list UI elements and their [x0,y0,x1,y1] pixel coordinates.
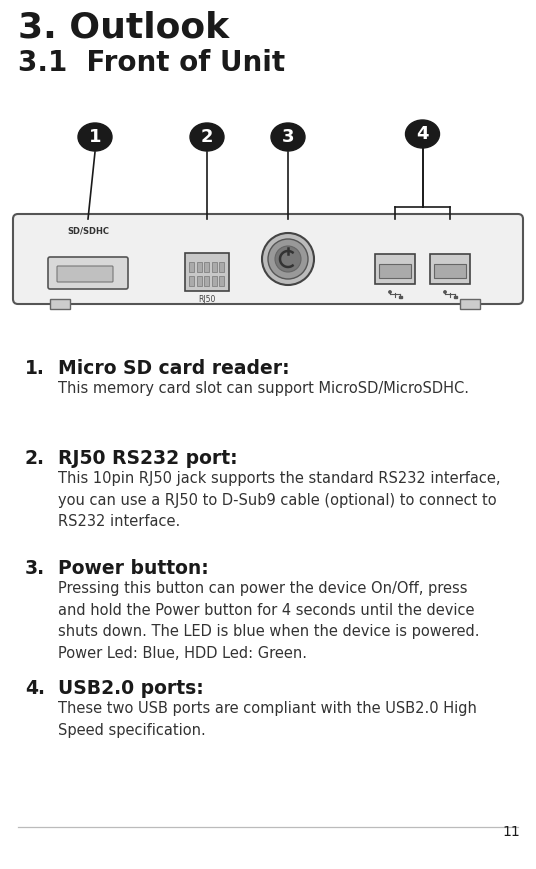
Circle shape [268,239,308,279]
Bar [189,276,194,286]
Text: 1.: 1. [25,359,45,378]
Text: SD/SDHC: SD/SDHC [67,227,109,236]
Bar [434,264,466,278]
Bar [204,262,209,272]
Bar [460,299,480,309]
Bar [197,276,202,286]
Text: USB2.0 ports:: USB2.0 ports: [58,679,204,698]
Text: 3.1  Front of Unit: 3.1 Front of Unit [18,49,285,77]
Text: 2.: 2. [25,449,45,468]
Bar [379,264,411,278]
Text: 4: 4 [416,125,429,143]
Bar [398,295,401,297]
Text: Power button:: Power button: [58,559,209,578]
Bar [204,276,209,286]
Circle shape [389,291,391,293]
Text: 3.: 3. [25,559,45,578]
Bar [197,262,202,272]
Bar [219,276,224,286]
Text: This memory card slot can support MicroSD/MicroSDHC.: This memory card slot can support MicroS… [58,381,469,396]
Bar [189,262,194,272]
Bar [212,262,217,272]
Bar [50,299,70,309]
FancyBboxPatch shape [13,214,523,304]
Bar [375,254,415,284]
Text: Pressing this button can power the device On/Off, press
and hold the Power butto: Pressing this button can power the devic… [58,581,480,660]
Bar [185,253,229,291]
Text: This 10pin RJ50 jack supports the standard RS232 interface,
you can use a RJ50 t: This 10pin RJ50 jack supports the standa… [58,471,501,529]
Circle shape [275,246,301,272]
Bar [453,295,457,297]
Text: 4.: 4. [25,679,45,698]
Text: 3. Outlook: 3. Outlook [18,11,229,45]
Text: 3: 3 [282,128,294,146]
Bar [212,276,217,286]
Bar [430,254,470,284]
Bar [219,262,224,272]
Ellipse shape [406,120,440,148]
Text: 11: 11 [502,825,520,839]
FancyBboxPatch shape [48,257,128,289]
Text: 2: 2 [201,128,213,146]
Text: RJ50: RJ50 [198,295,215,304]
Text: RJ50 RS232 port:: RJ50 RS232 port: [58,449,237,468]
Text: 1: 1 [89,128,101,146]
Ellipse shape [78,123,112,151]
Circle shape [444,291,446,293]
Circle shape [262,233,314,285]
Text: These two USB ports are compliant with the USB2.0 High
Speed specification.: These two USB ports are compliant with t… [58,701,477,738]
Text: Micro SD card reader:: Micro SD card reader: [58,359,289,378]
Ellipse shape [190,123,224,151]
Ellipse shape [271,123,305,151]
FancyBboxPatch shape [57,266,113,282]
